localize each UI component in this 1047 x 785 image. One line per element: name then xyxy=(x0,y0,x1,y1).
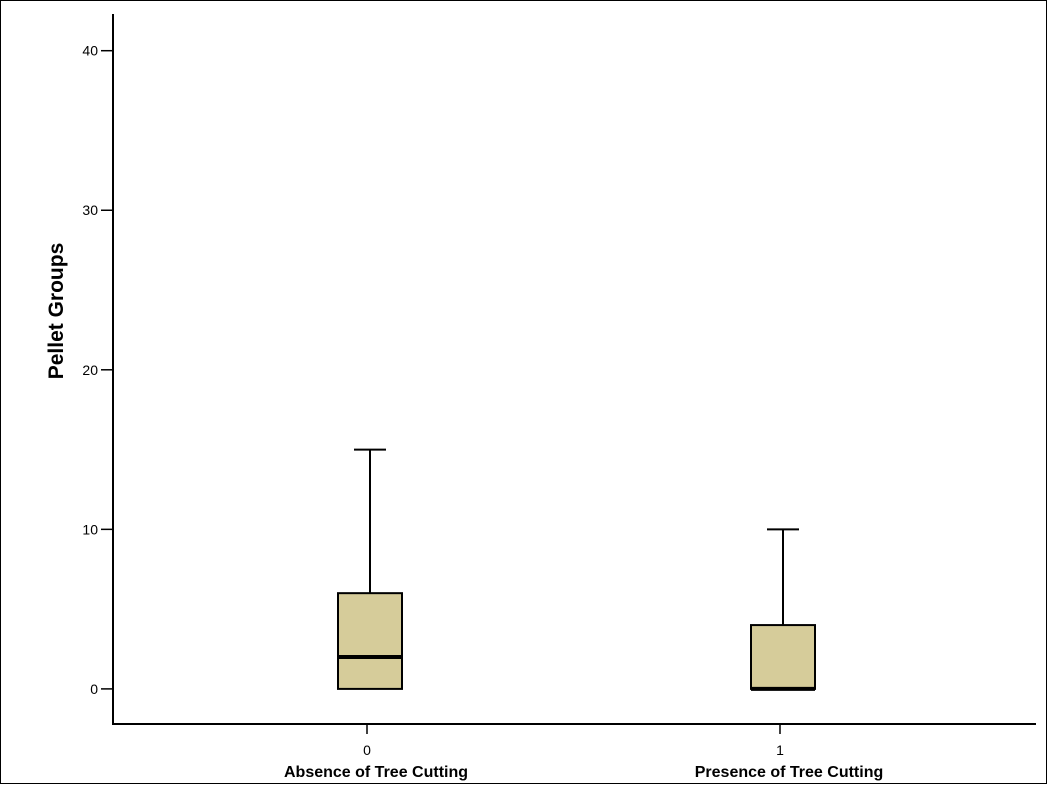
x-tick-label: 1 xyxy=(776,742,784,758)
x-tick-label: 0 xyxy=(363,742,371,758)
boxes xyxy=(337,448,816,691)
y-tick-label: 30 xyxy=(82,202,98,218)
x-category-label: Absence of Tree Cutting xyxy=(284,764,468,781)
box-iqr xyxy=(750,624,816,690)
y-tick-label: 40 xyxy=(82,43,98,59)
y-tick-label: 10 xyxy=(82,521,98,537)
box-iqr xyxy=(337,592,403,690)
y-axis-label: Pellet Groups xyxy=(45,243,68,380)
axes: 0 10 20 30 40 0 Absence of Tree Cutting 1 Presen… xyxy=(82,14,1036,781)
x-category-label: Presence of Tree Cutting xyxy=(695,764,884,781)
y-tick-label: 0 xyxy=(90,681,98,697)
y-tick-label: 20 xyxy=(82,362,98,378)
